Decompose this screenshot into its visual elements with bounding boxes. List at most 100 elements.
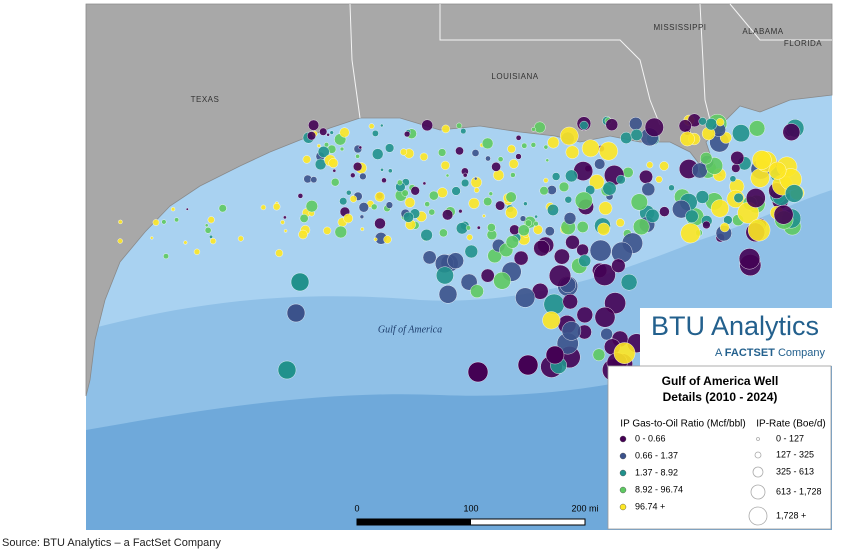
well [605,118,619,131]
well [493,271,511,290]
well [639,169,653,184]
well [163,253,169,260]
well [594,306,616,328]
well [785,184,804,203]
well [360,227,365,232]
well [545,158,550,163]
well [534,214,538,219]
well [547,185,557,195]
well [685,209,699,224]
well [525,219,533,227]
well [620,131,633,144]
well [487,223,496,232]
well [630,193,648,211]
well [562,293,578,310]
well [700,151,713,165]
well [332,168,337,173]
well [534,121,546,134]
state-label: FLORIDA [784,39,822,48]
well [773,204,794,225]
well [782,123,801,141]
well [403,211,414,223]
well [470,284,484,299]
legend-label: 325 - 613 [776,466,814,476]
legend-title-line: Details (2010 - 2024) [663,390,778,404]
well [616,218,625,227]
well [339,127,350,138]
well [328,158,339,169]
well [680,223,701,244]
land [85,3,833,397]
well [400,148,408,156]
well [355,153,360,159]
well [455,146,464,156]
well [350,172,356,178]
well [483,196,493,206]
legend-size [752,466,764,478]
well [326,133,330,137]
well [491,161,501,172]
well [462,172,468,178]
legend-label: 0 - 0.66 [635,433,666,443]
well [691,162,708,179]
well [620,273,638,291]
well [387,168,393,174]
well [678,119,692,133]
well [630,128,643,141]
well [565,235,580,250]
well [645,208,660,223]
well [439,228,448,238]
well [579,120,589,130]
well [518,224,530,237]
well [539,186,549,196]
state-label: TEXAS [191,95,220,104]
well [515,134,522,141]
well [505,191,517,203]
logo-box [640,308,832,366]
well [339,197,348,206]
well [542,311,561,330]
well [372,148,384,160]
state-label: MISSISSIPPI [653,23,706,32]
well [485,155,491,162]
well [380,167,384,172]
well [659,206,670,217]
well [481,137,494,150]
well [598,201,613,215]
well [422,250,437,265]
well [286,303,306,323]
well [565,169,578,183]
logo-tagline: A FACTSET Company [715,347,826,359]
well [523,201,528,206]
well [655,175,663,183]
well [561,321,582,341]
well [593,263,616,286]
well [594,158,606,170]
well [210,238,217,245]
well [183,240,188,245]
scale-bar: 0 100 200 mi [354,503,599,526]
well [218,204,227,213]
well [768,161,787,180]
well [748,120,766,137]
legend-size [756,437,760,441]
well [428,190,439,201]
well [299,213,309,223]
legend-swatch [619,452,627,460]
well [554,248,570,265]
well [589,174,605,190]
well [531,127,536,132]
well [505,206,518,219]
well [738,248,761,270]
well [419,152,429,161]
well [323,226,332,235]
scale-label: 100 [463,503,478,513]
well [353,162,363,172]
well [613,342,636,364]
well [380,123,384,128]
well [622,166,634,178]
well [530,142,537,148]
well [646,161,654,169]
well [509,224,520,236]
